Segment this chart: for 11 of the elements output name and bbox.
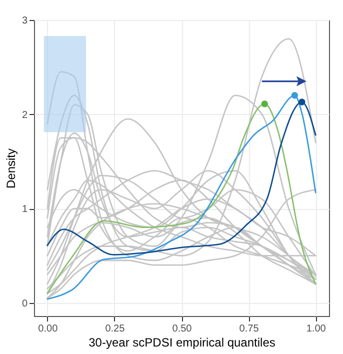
y-tick-label: 1 [22, 204, 28, 216]
y-tick-label: 2 [22, 110, 28, 121]
y-axis-title: Density [4, 148, 18, 189]
x-tick-label: 1.00 [306, 324, 326, 334]
y-tick-label: 0 [22, 298, 28, 310]
x-tick-label: 0.00 [38, 324, 58, 334]
x-axis-title: 30-year scPDSI empirical quantiles [88, 336, 276, 350]
x-tick-label: 0.75 [239, 324, 260, 334]
y-tick-label: 3 [22, 16, 28, 26]
x-tick-label: 0.50 [172, 324, 192, 334]
x-tick-label: 0.25 [105, 324, 126, 334]
